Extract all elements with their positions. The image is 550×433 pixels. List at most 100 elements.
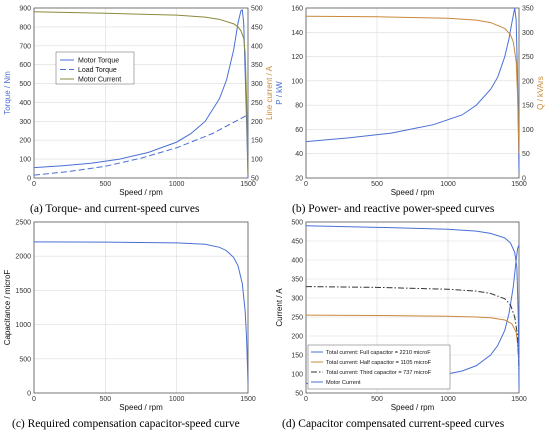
x-tick-label: 1000 xyxy=(169,181,185,188)
x-tick-label: 500 xyxy=(371,181,383,188)
x-tick-label: 1500 xyxy=(511,181,527,188)
x-tick-label: 1500 xyxy=(240,396,256,403)
y-tick-label: 350 xyxy=(291,277,303,284)
y2-tick-label: 50 xyxy=(522,151,530,158)
plot-frame xyxy=(33,221,249,394)
y-tick-label: 500 xyxy=(19,356,31,363)
caption-d: (d) Capacitor compensated current-speed … xyxy=(282,418,505,430)
y-tick-label: 2500 xyxy=(15,220,31,227)
x-tick-label: 0 xyxy=(32,181,36,188)
legend-label: Motor Current xyxy=(326,380,361,386)
y-tick-label: 1500 xyxy=(15,288,31,295)
y2-tick-label: 400 xyxy=(251,43,263,50)
y-tick-label: 400 xyxy=(291,258,303,265)
chart-c: 0 500 1000 1500 0 500 1000 1500 2000 2500 Speed / … xyxy=(3,220,256,413)
y-tick-label: 500 xyxy=(19,81,31,88)
legend-label: Total current: Full capacitor = 2210 mic… xyxy=(326,350,431,356)
y-tick-label: 800 xyxy=(19,24,31,31)
y-tick-label: 400 xyxy=(19,100,31,107)
y-tick-label: 20 xyxy=(295,176,303,183)
y2-tick-label: 450 xyxy=(251,24,263,31)
y2-axis-label: Q / kVArs xyxy=(536,76,545,110)
series-line-d-1 xyxy=(305,314,520,363)
legend-label: Load Torque xyxy=(78,67,117,74)
y-tick-label: 40 xyxy=(295,151,303,158)
y-axis-label: Current / A xyxy=(275,288,284,327)
y-axis-label: P / kW xyxy=(275,81,284,105)
x-tick-label: 500 xyxy=(99,181,111,188)
y-tick-label: 2000 xyxy=(15,254,31,261)
caption-a: (a) Torque- and current-speed curves xyxy=(30,203,200,215)
x-axis-label: Speed / rpm xyxy=(391,403,435,412)
plot-frame xyxy=(305,7,520,179)
y-tick-label: 200 xyxy=(19,138,31,145)
y2-tick-label: 500 xyxy=(251,6,263,13)
series-line-a-1 xyxy=(33,114,249,176)
y-tick-label: 200 xyxy=(291,334,303,341)
series-line-d-3 xyxy=(305,225,520,390)
caption-b: (b) Power- and reactive power-speed curv… xyxy=(292,203,495,215)
y2-axis-label: Line current / A xyxy=(265,65,274,119)
y2-tick-label: 150 xyxy=(522,103,534,110)
y-tick-label: 100 xyxy=(19,157,31,164)
y-tick-label: 100 xyxy=(291,372,303,379)
x-axis-label: Speed / rpm xyxy=(119,188,163,197)
series-line-c-0 xyxy=(33,241,249,383)
y2-tick-label: 350 xyxy=(522,6,534,13)
y-tick-label: 100 xyxy=(291,78,303,85)
y-tick-label: 60 xyxy=(295,127,303,134)
chart-d: 0 500 1000 1500 50 100 150 200 250 300 350 400 450 50… xyxy=(275,220,527,413)
caption-c: (c) Required compensation capacitor-spee… xyxy=(12,418,240,430)
y-tick-label: 0 xyxy=(27,176,31,183)
y-tick-label: 250 xyxy=(291,315,303,322)
x-axis-label: Speed / rpm xyxy=(391,188,435,197)
x-tick-label: 0 xyxy=(32,396,36,403)
series-line-b-1 xyxy=(305,15,520,154)
x-tick-label: 0 xyxy=(304,181,308,188)
legend-label: Motor Current xyxy=(78,77,121,84)
x-tick-label: 500 xyxy=(371,396,383,403)
y-tick-label: 300 xyxy=(291,296,303,303)
y-tick-label: 50 xyxy=(295,391,303,398)
plot-frame xyxy=(305,221,520,394)
y2-tick-label: 250 xyxy=(522,54,534,61)
y-tick-label: 450 xyxy=(291,239,303,246)
x-tick-label: 0 xyxy=(304,396,308,403)
y2-tick-label: 250 xyxy=(251,100,263,107)
y-tick-label: 300 xyxy=(19,119,31,126)
y2-tick-label: 0 xyxy=(522,176,526,183)
y-tick-label: 120 xyxy=(291,54,303,61)
y2-tick-label: 100 xyxy=(251,157,263,164)
x-tick-label: 1500 xyxy=(511,396,527,403)
x-tick-label: 1000 xyxy=(440,396,456,403)
x-axis-label: Speed / rpm xyxy=(119,403,163,412)
y-tick-label: 80 xyxy=(295,103,303,110)
series-line-d-2 xyxy=(305,286,520,371)
y2-tick-label: 350 xyxy=(251,62,263,69)
series-line-b-0 xyxy=(305,7,520,172)
y2-tick-label: 200 xyxy=(251,119,263,126)
legend-box xyxy=(307,344,451,390)
legend-label: Total current: Third capacitor = 737 mic… xyxy=(326,370,432,376)
y-tick-label: 140 xyxy=(291,30,303,37)
x-tick-label: 1500 xyxy=(240,181,256,188)
y-tick-label: 900 xyxy=(19,6,31,13)
y-tick-label: 700 xyxy=(19,43,31,50)
series-line-a-2 xyxy=(33,11,249,175)
legend-label: Motor Torque xyxy=(78,58,119,65)
y2-tick-label: 150 xyxy=(251,138,263,145)
legend-label: Total current: Half capacitor = 1105 mic… xyxy=(326,360,432,366)
plot-frame xyxy=(33,7,249,179)
y-tick-label: 160 xyxy=(291,6,303,13)
chart-b: 0 500 1000 1500 20 40 60 80 100 120 140 160 0 50 100 15… xyxy=(275,6,545,198)
y-tick-label: 600 xyxy=(19,62,31,69)
y-tick-label: 0 xyxy=(27,391,31,398)
series-line-a-0 xyxy=(33,9,249,179)
y2-tick-label: 100 xyxy=(522,127,534,134)
y-axis-label: Capacitance / microF xyxy=(3,270,12,346)
x-tick-label: 1000 xyxy=(169,396,185,403)
y2-tick-label: 200 xyxy=(522,78,534,85)
y-tick-label: 500 xyxy=(291,220,303,227)
y2-tick-label: 50 xyxy=(251,176,259,183)
